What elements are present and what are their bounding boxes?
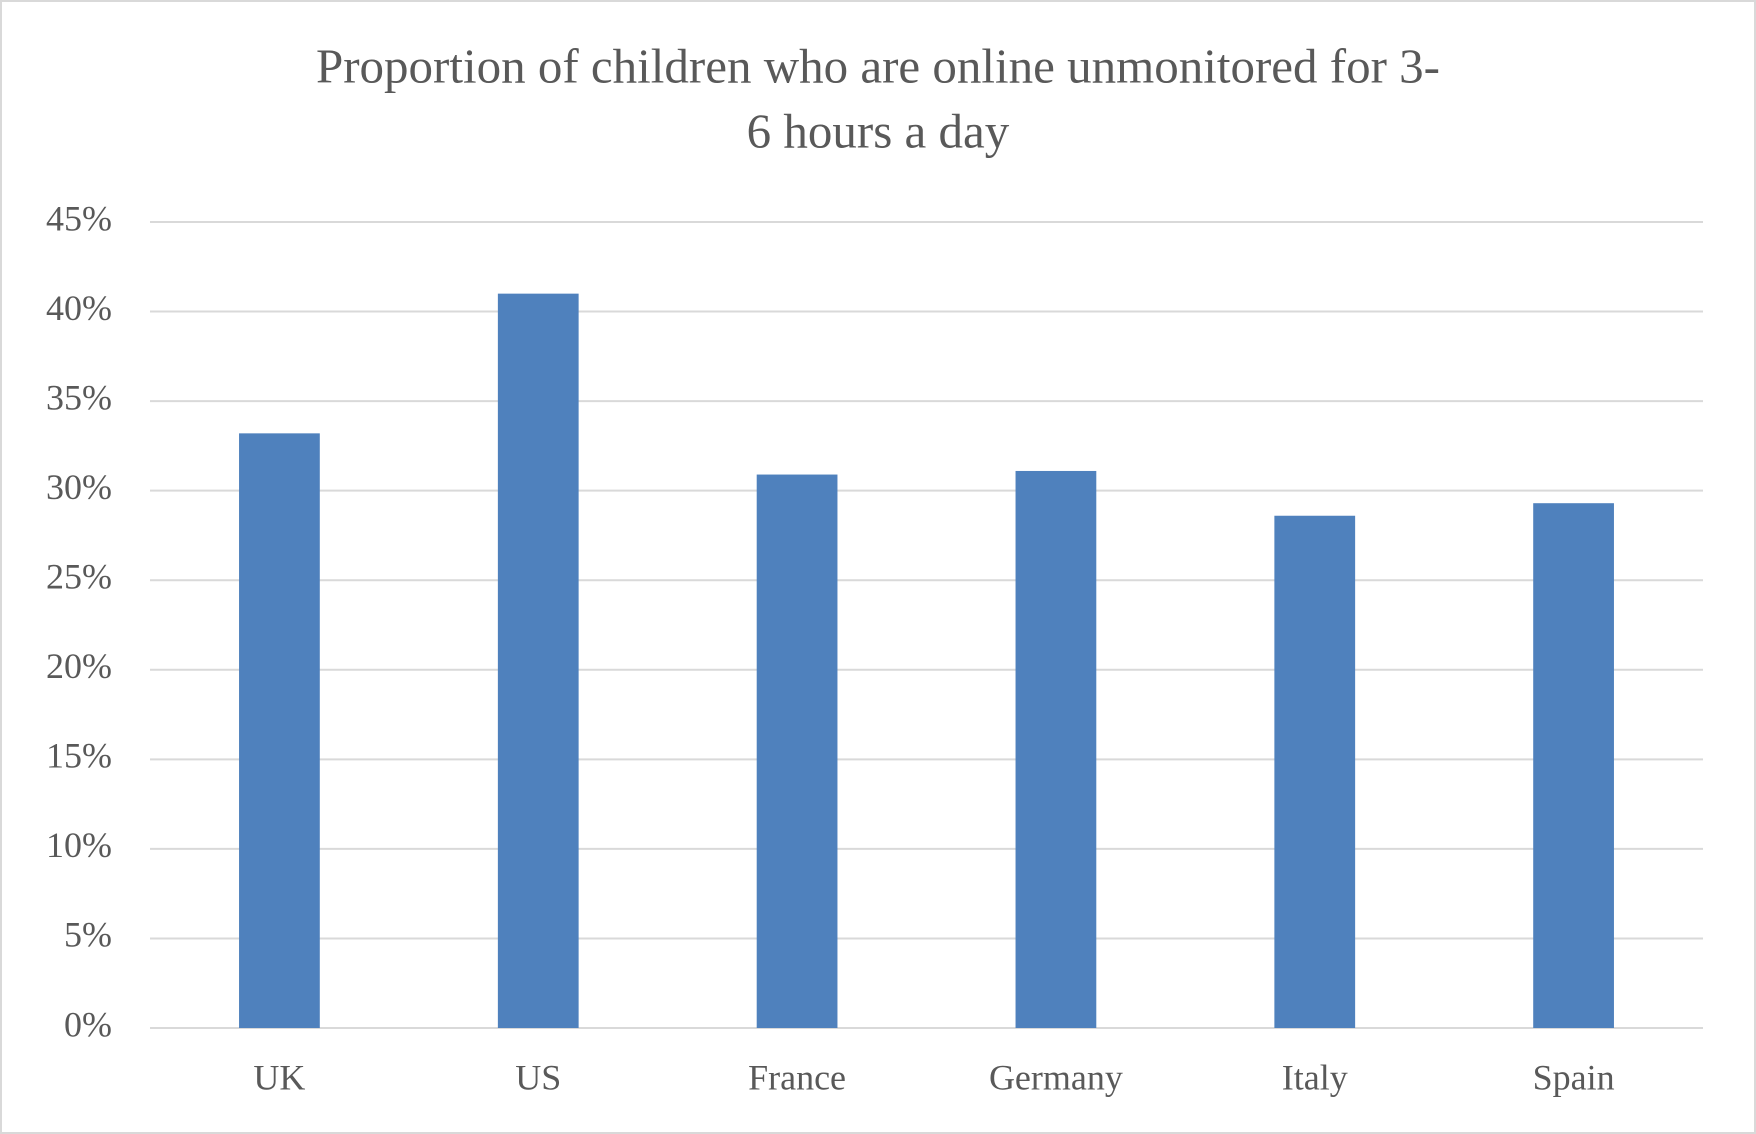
bar (239, 433, 320, 1029)
bar (497, 293, 579, 1029)
x-tick-label: Germany (989, 1057, 1123, 1097)
bar (756, 474, 838, 1029)
y-tick-label: 10% (46, 825, 112, 865)
bar (1015, 470, 1097, 1028)
x-tick-label: US (515, 1057, 561, 1097)
chart-title: 6 hours a day (747, 103, 1010, 158)
y-tick-label: 5% (64, 915, 112, 955)
y-tick-label: 30% (46, 467, 112, 507)
x-tick-label: UK (253, 1057, 305, 1097)
y-tick-label: 15% (46, 736, 112, 776)
x-tick-label: Spain (1533, 1057, 1615, 1097)
bar (1533, 503, 1614, 1028)
y-tick-label: 20% (46, 646, 112, 686)
y-tick-label: 25% (46, 556, 112, 596)
y-tick-label: 45% (46, 198, 112, 238)
x-tick-label: Italy (1282, 1057, 1348, 1097)
y-tick-label: 35% (46, 377, 112, 417)
x-tick-label: France (748, 1057, 846, 1097)
chart-title: Proportion of children who are online un… (316, 38, 1440, 93)
y-tick-label: 40% (46, 288, 112, 328)
bar (1274, 515, 1356, 1028)
y-tick-label: 0% (64, 1004, 112, 1044)
